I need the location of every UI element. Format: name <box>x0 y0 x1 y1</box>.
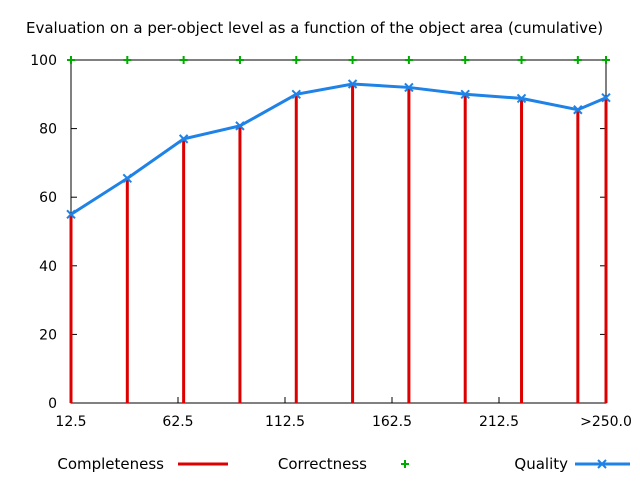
quality-point <box>122 173 133 184</box>
quality-point <box>347 79 358 89</box>
quality-point <box>601 93 611 103</box>
legend-swatch-quality-marker <box>597 459 607 469</box>
quality-point <box>235 121 245 131</box>
plot-frame <box>70 59 607 404</box>
x-tick-label: 112.5 <box>265 414 305 430</box>
correctness-point <box>123 56 132 64</box>
x-tick-label: 162.5 <box>372 414 412 430</box>
y-ticks: 0 20 40 60 80 100 <box>30 53 606 412</box>
y-tick-label: 40 <box>39 259 57 275</box>
legend-label: Completeness <box>57 455 164 473</box>
y-tick-label: 100 <box>30 53 57 69</box>
y-tick-label: 20 <box>39 327 57 343</box>
legend-label: Correctness <box>278 455 367 473</box>
legend-swatch-correctness <box>401 460 409 468</box>
correctness-point <box>517 56 526 64</box>
quality-point <box>573 105 583 115</box>
quality-point <box>404 82 414 93</box>
correctness-point <box>348 56 357 64</box>
correctness-point <box>67 56 75 64</box>
series-layer <box>66 56 611 403</box>
correctness-point <box>292 56 301 64</box>
quality-line <box>70 82 607 216</box>
chart-title: Evaluation on a per-object level as a fu… <box>26 19 603 37</box>
y-tick-label: 0 <box>48 396 57 412</box>
correctness-point <box>573 56 582 64</box>
x-tick-label: >250.0 <box>580 414 632 430</box>
quality-point <box>178 134 189 144</box>
y-tick-label: 60 <box>39 190 57 206</box>
x-tick-label: 212.5 <box>479 414 519 430</box>
x-tick-label: 12.5 <box>55 414 86 430</box>
axes <box>70 59 607 404</box>
quality-point <box>291 89 301 100</box>
correctness-point <box>602 56 610 64</box>
correctness-point <box>235 56 244 64</box>
quality-point <box>516 93 527 104</box>
correctness-point <box>404 56 413 64</box>
legend: Completeness Correctness Quality <box>57 455 630 473</box>
y-tick-label: 80 <box>39 122 57 138</box>
correctness-point <box>461 56 470 64</box>
x-tick-label: 62.5 <box>162 414 193 430</box>
quality-point <box>460 89 470 100</box>
correctness-point <box>179 56 188 64</box>
quality-point <box>66 209 76 220</box>
legend-label: Quality <box>514 455 568 473</box>
x-ticks: 12.5 62.5 112.5 162.5 212.5 >250.0 <box>55 397 632 430</box>
